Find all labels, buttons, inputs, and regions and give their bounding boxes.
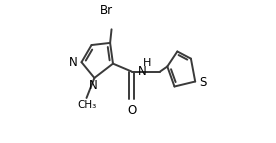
- Text: O: O: [127, 104, 136, 117]
- Text: N: N: [89, 79, 97, 92]
- Text: Br: Br: [100, 4, 113, 17]
- Text: N: N: [69, 56, 78, 69]
- Text: H: H: [143, 58, 151, 68]
- Text: N: N: [137, 65, 146, 78]
- Text: S: S: [199, 76, 206, 89]
- Text: CH₃: CH₃: [77, 100, 96, 110]
